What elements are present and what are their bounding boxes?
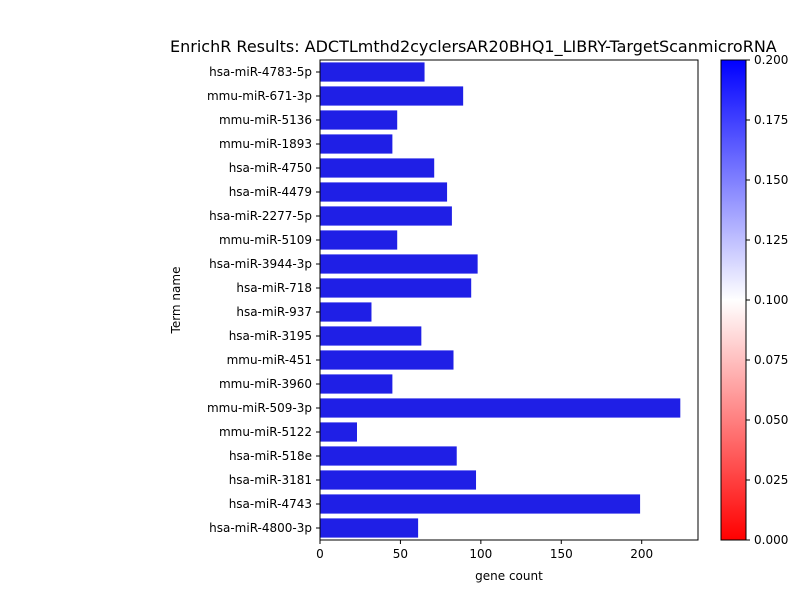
y-axis: hsa-miR-4783-5p mmu-miR-671-3p mmu-miR-513… (207, 65, 320, 535)
y-tick-label: mmu-miR-3960 (219, 377, 312, 391)
y-axis-label: Term name (169, 267, 183, 335)
bar-mmu-miR-5122 (320, 422, 357, 442)
bar-hsa-miR-3195 (320, 326, 422, 346)
colorbar-ticks: 0.000 0.025 0.050 0.075 0.100 0.125 0.150 0.175… (746, 53, 788, 547)
y-tick-label: hsa-miR-4743 (229, 497, 312, 511)
colorbar-tick-label: 0.025 (754, 473, 788, 487)
y-tick-label: hsa-miR-3944-3p (209, 257, 312, 271)
y-tick-label: mmu-miR-5122 (219, 425, 312, 439)
x-tick-label: 200 (630, 547, 653, 561)
bar-mmu-miR-509-3p (320, 398, 681, 418)
colorbar-tick-label: 0.000 (754, 533, 788, 547)
y-tick-label: mmu-miR-5109 (219, 233, 312, 247)
colorbar-tick-label: 0.075 (754, 353, 788, 367)
x-axis: 0 50 100 150 200 (316, 540, 653, 561)
colorbar-gradient (720, 59, 747, 541)
bars-layer (320, 62, 681, 538)
bar-hsa-miR-2277-5p (320, 206, 452, 226)
x-axis-label: gene count (475, 569, 543, 583)
y-tick-label: mmu-miR-5136 (219, 113, 312, 127)
y-tick-label: mmu-miR-509-3p (207, 401, 312, 415)
colorbar-tick-label: 0.100 (754, 293, 788, 307)
y-tick-label: mmu-miR-1893 (219, 137, 312, 151)
colorbar: 0.000 0.025 0.050 0.075 0.100 0.125 0.150 0.175… (720, 53, 788, 547)
y-tick-label: hsa-miR-3181 (229, 473, 312, 487)
bar-hsa-miR-3944-3p (320, 254, 478, 274)
bar-mmu-miR-5136 (320, 110, 398, 130)
chart-title: EnrichR Results: ADCTLmthd2cyclersAR20BH… (170, 37, 777, 57)
colorbar-tick-label: 0.200 (754, 53, 788, 67)
y-tick-label: hsa-miR-937 (236, 305, 312, 319)
bar-mmu-miR-3960 (320, 374, 393, 394)
plot-frame (319, 59, 699, 541)
bar-hsa-miR-4479 (320, 182, 448, 202)
y-tick-label: hsa-miR-4783-5p (209, 65, 312, 79)
y-tick-label: hsa-miR-518e (229, 449, 312, 463)
bar-hsa-miR-4800-3p (320, 518, 419, 538)
y-tick-label: hsa-miR-4479 (229, 185, 312, 199)
y-tick-label: hsa-miR-718 (236, 281, 312, 295)
bar-hsa-miR-4743 (320, 494, 641, 514)
colorbar-tick-label: 0.150 (754, 173, 788, 187)
colorbar-tick-label: 0.175 (754, 113, 788, 127)
bar-hsa-miR-4783-5p (320, 62, 425, 82)
bar-mmu-miR-1893 (320, 134, 393, 154)
x-tick-label: 150 (550, 547, 573, 561)
colorbar-tick-label: 0.050 (754, 413, 788, 427)
bar-hsa-miR-4750 (320, 158, 435, 178)
y-tick-label: mmu-miR-451 (227, 353, 312, 367)
y-tick-label: mmu-miR-671-3p (207, 89, 312, 103)
y-tick-label: hsa-miR-4750 (229, 161, 312, 175)
bar-hsa-miR-937 (320, 302, 372, 322)
bar-mmu-miR-451 (320, 350, 454, 370)
bar-mmu-miR-671-3p (320, 86, 464, 106)
y-tick-label: hsa-miR-4800-3p (209, 521, 312, 535)
y-tick-label: hsa-miR-3195 (229, 329, 312, 343)
bar-hsa-miR-3181 (320, 470, 477, 490)
x-tick-label: 0 (316, 547, 324, 561)
x-tick-label: 50 (393, 547, 408, 561)
y-tick-label: hsa-miR-2277-5p (209, 209, 312, 223)
bar-hsa-miR-518e (320, 446, 457, 466)
x-tick-label: 100 (469, 547, 492, 561)
bar-hsa-miR-718 (320, 278, 472, 298)
bar-mmu-miR-5109 (320, 230, 398, 250)
colorbar-tick-label: 0.125 (754, 233, 788, 247)
